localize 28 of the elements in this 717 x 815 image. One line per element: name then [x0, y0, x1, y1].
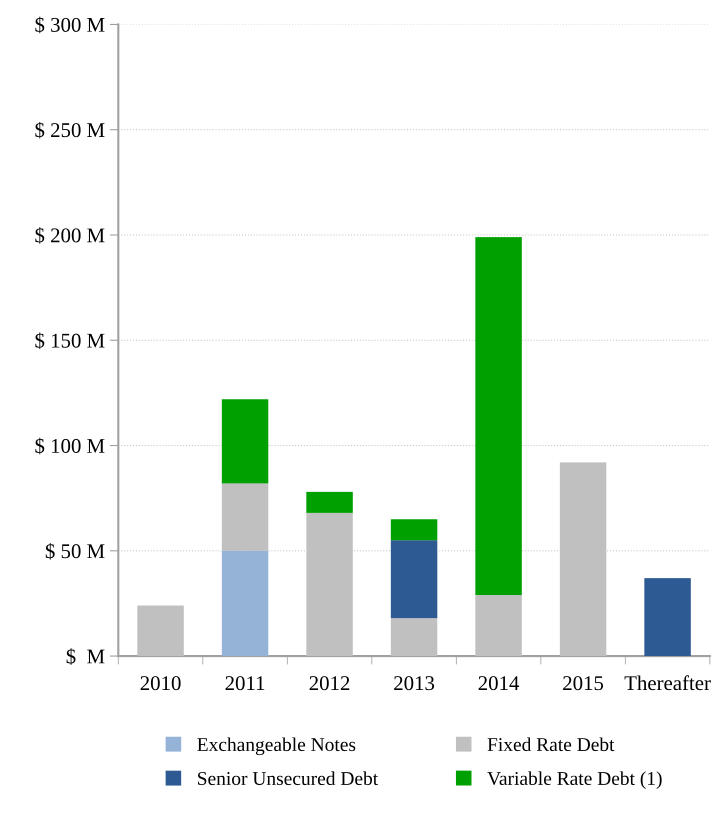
x-tick-label: 2011: [226, 676, 264, 690]
legend-label: Senior Unsecured Debt: [198, 771, 378, 786]
legend-label: Exchangeable Notes: [197, 737, 356, 756]
x-tick-label: Thereafter: [624, 675, 711, 690]
bar: [644, 578, 691, 656]
x-tick-label: 2013: [394, 676, 434, 690]
legend-label: Fixed Rate Debt: [488, 737, 614, 752]
y-tick-label: $ 100 M: [35, 438, 104, 454]
bar: [390, 540, 438, 618]
x-tick-label: 2012: [310, 676, 350, 690]
y-tick-label: $ 200 M: [35, 227, 104, 244]
bar: [222, 550, 268, 656]
bar: [137, 606, 184, 656]
bar: [306, 492, 353, 513]
legend-label: Variable Rate Debt (1): [487, 771, 662, 789]
y-tick-label: $ 250 M: [35, 122, 104, 139]
bar: [222, 399, 268, 484]
x-tick-label: 2014: [478, 676, 520, 690]
bar: [475, 595, 522, 656]
y-tick-label: $ 150 M: [35, 332, 104, 350]
x-tick-label: 2010: [140, 676, 181, 690]
bar: [475, 237, 522, 596]
y-tick-label: $ 50 M: [46, 542, 104, 560]
bar: [390, 519, 438, 540]
y-tick-label: $ M: [66, 648, 104, 665]
x-tick-label: 2015: [563, 676, 604, 690]
y-tick-label: $ 300 M: [35, 16, 104, 34]
bar: [390, 618, 438, 656]
